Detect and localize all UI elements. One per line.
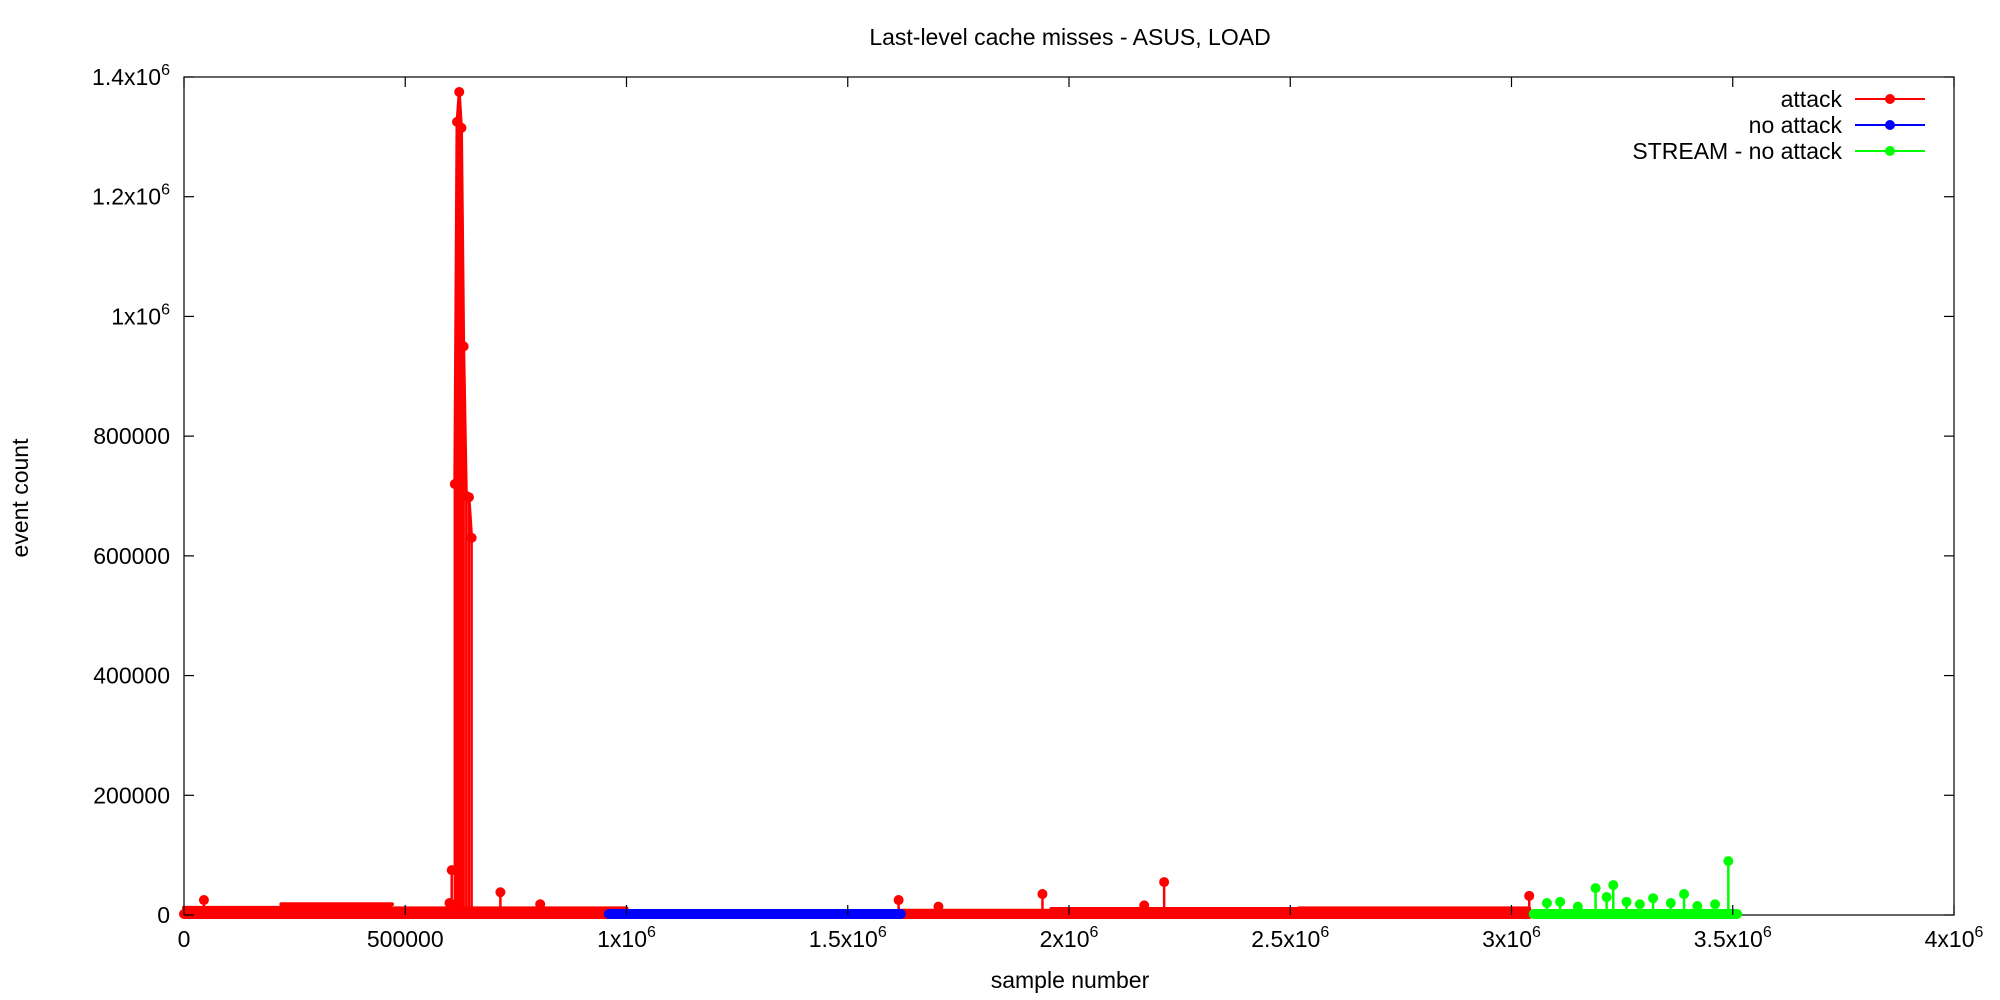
y-tick-label-5: 1x106 [111, 301, 170, 329]
series-0-line [453, 91, 474, 538]
x-tick-label-4: 2x106 [1040, 924, 1099, 952]
series-2-point-10 [1679, 889, 1690, 900]
series-2-point-3 [1590, 883, 1601, 894]
series-2-point-12 [1710, 899, 1721, 910]
series-0-point-13 [893, 895, 904, 906]
x-tick-label-2: 1x106 [597, 924, 656, 952]
legend-marker-0 [1885, 94, 1895, 104]
series-0-point-14 [933, 901, 944, 912]
y-tick-label-3: 600000 [93, 543, 170, 569]
plot-frame [183, 76, 1955, 916]
legend-label-2: STREAM - no attack [1632, 138, 1842, 164]
x-tick-label-3: 1.5x106 [809, 924, 887, 952]
series-2-point-5 [1608, 880, 1619, 891]
series-0-point-16 [1139, 900, 1150, 911]
series-0-point-18 [1524, 890, 1535, 901]
x-tick-label-5: 2.5x106 [1251, 924, 1329, 952]
y-axis-label: event count [7, 438, 33, 558]
series-0-point-1 [444, 898, 455, 909]
series-2-point-0 [1541, 898, 1552, 909]
series-0-point-0 [198, 895, 209, 906]
series-0-point-15 [1037, 889, 1048, 900]
x-tick-label-0: 0 [178, 926, 191, 952]
y-tick-label-1: 200000 [93, 782, 170, 808]
legend-label-0: attack [1781, 86, 1843, 112]
series-0-group [179, 86, 1535, 919]
series-0-point-11 [495, 887, 506, 898]
y-tick-label-2: 400000 [93, 663, 170, 689]
x-tick-label-6: 3x106 [1482, 924, 1541, 952]
y-tick-label-6: 1.2x106 [92, 182, 170, 210]
chart-title: Last-level cache misses - ASUS, LOAD [869, 24, 1270, 50]
series-1-group [603, 909, 906, 919]
series-2-point-6 [1621, 896, 1632, 907]
series-2-point-9 [1665, 898, 1676, 909]
x-tick-label-8: 4x106 [1925, 924, 1984, 952]
legend-marker-1 [1885, 120, 1895, 130]
series-2-point-7 [1634, 899, 1645, 910]
series-0-point-17 [1159, 877, 1170, 888]
axis-layer: 0 500000 1x106 1.5x106 2x106 2.5x106 3x106 3.5x… [92, 62, 1983, 952]
series-2-group [1528, 856, 1743, 919]
y-tick-label-0: 0 [157, 902, 170, 928]
legend-label-1: no attack [1749, 112, 1843, 138]
series-0-point-12 [535, 899, 546, 910]
x-tick-label-7: 3.5x106 [1694, 924, 1772, 952]
legend-marker-2 [1885, 146, 1895, 156]
series-2-point-1 [1555, 896, 1566, 907]
y-tick-label-4: 800000 [93, 423, 170, 449]
y-tick-label-7: 1.4x106 [92, 62, 170, 90]
series-2-point-13 [1723, 856, 1734, 867]
series-2-point-2 [1572, 901, 1583, 912]
series-layer [179, 86, 1743, 919]
x-tick-label-1: 500000 [367, 926, 444, 952]
series-2-point-8 [1648, 893, 1659, 904]
x-axis-label: sample number [991, 967, 1150, 993]
series-2-point-4 [1601, 892, 1612, 903]
series-2-point-11 [1692, 901, 1703, 912]
